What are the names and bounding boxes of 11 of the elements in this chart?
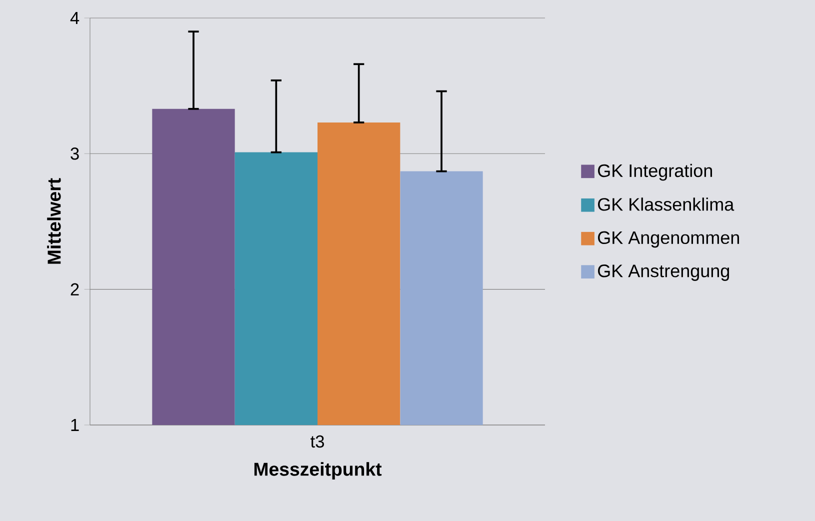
y-axis-title: Mittelwert [47,178,61,264]
legend-label: GK Angenommen [598,231,739,248]
x-axis-title: Messzeitpunkt [254,462,382,480]
y-tick-label: 4 [70,12,80,24]
y-tick-label: 1 [71,419,79,431]
legend-label: GK Integration [598,164,712,181]
x-tick-label: t3 [310,435,324,448]
y-tick-label: 2 [70,283,79,296]
legend-label: GK Anstrengung [598,264,730,281]
legend-label: GK Klassenklima [598,198,734,211]
y-tick-label: 3 [70,148,79,160]
